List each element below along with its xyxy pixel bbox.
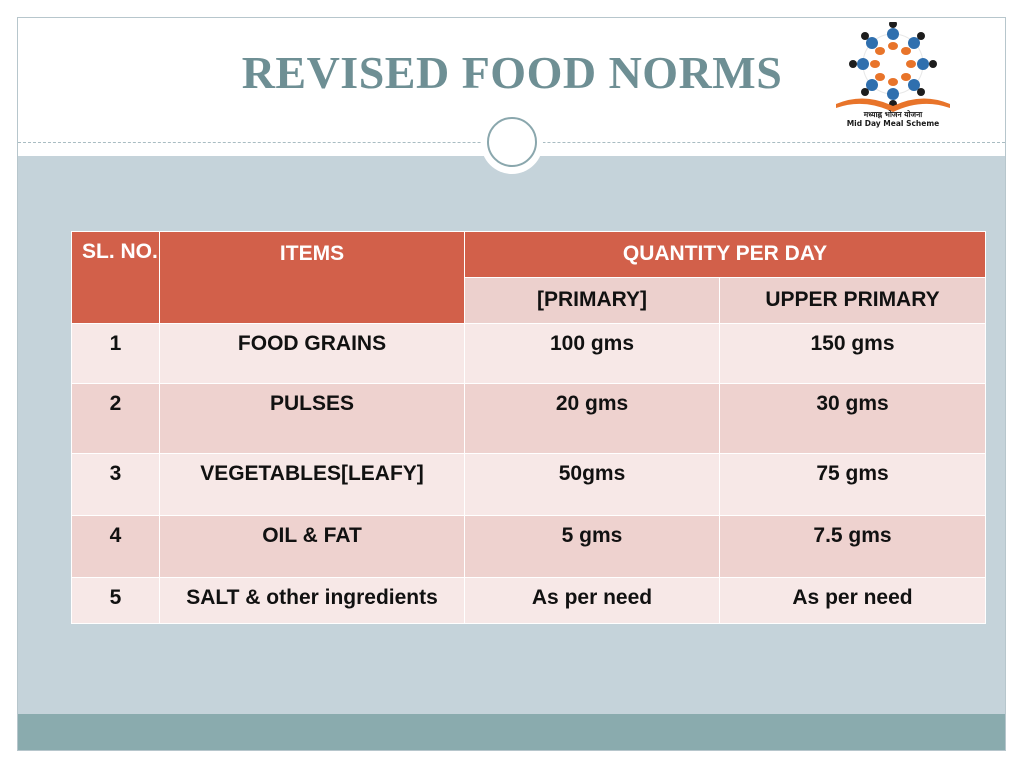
divider-ornament-ring bbox=[487, 117, 537, 167]
row-item: OIL & FAT bbox=[159, 515, 465, 578]
footer-band bbox=[18, 714, 1005, 750]
row-item: PULSES bbox=[159, 383, 465, 454]
logo-caption: मध्याह्न भोजन योजना Mid Day Meal Scheme bbox=[828, 110, 958, 128]
table-row: 2 PULSES 20 gms 30 gms bbox=[71, 383, 986, 454]
header-quantity: QUANTITY PER DAY bbox=[464, 231, 986, 278]
row-item: SALT & other ingredients bbox=[159, 577, 465, 624]
table-row: 4 OIL & FAT 5 gms 7.5 gms bbox=[71, 515, 986, 578]
logo-caption-hindi: मध्याह्न भोजन योजना bbox=[863, 110, 923, 119]
row-primary: 100 gms bbox=[464, 323, 720, 384]
row-sl: 4 bbox=[71, 515, 160, 578]
food-norms-table: SL. NO. ITEMS QUANTITY PER DAY [PRIMARY]… bbox=[71, 231, 986, 624]
row-primary: 50gms bbox=[464, 453, 720, 516]
row-item: VEGETABLES[LEAFY] bbox=[159, 453, 465, 516]
row-primary: 5 gms bbox=[464, 515, 720, 578]
row-upper-primary: 75 gms bbox=[719, 453, 986, 516]
row-primary: 20 gms bbox=[464, 383, 720, 454]
table-row: 1 FOOD GRAINS 100 gms 150 gms bbox=[71, 323, 986, 384]
row-upper-primary: As per need bbox=[719, 577, 986, 624]
header-primary: [PRIMARY] bbox=[464, 277, 720, 324]
table-row: 3 VEGETABLES[LEAFY] 50gms 75 gms bbox=[71, 453, 986, 516]
table-row: 5 SALT & other ingredients As per need A… bbox=[71, 577, 986, 624]
row-item: FOOD GRAINS bbox=[159, 323, 465, 384]
row-sl: 1 bbox=[71, 323, 160, 384]
logo-caption-english: Mid Day Meal Scheme bbox=[846, 119, 940, 128]
row-upper-primary: 150 gms bbox=[719, 323, 986, 384]
row-sl: 3 bbox=[71, 453, 160, 516]
header-sl-no: SL. NO. bbox=[71, 231, 160, 324]
slide-title: REVISED FOOD NORMS bbox=[241, 47, 783, 98]
row-primary: As per need bbox=[464, 577, 720, 624]
row-upper-primary: 30 gms bbox=[719, 383, 986, 454]
row-sl: 2 bbox=[71, 383, 160, 454]
header-upper-primary: UPPER PRIMARY bbox=[719, 277, 986, 324]
row-upper-primary: 7.5 gms bbox=[719, 515, 986, 578]
mid-day-meal-logo-icon bbox=[836, 22, 950, 112]
row-sl: 5 bbox=[71, 577, 160, 624]
header-items: ITEMS bbox=[159, 231, 465, 324]
